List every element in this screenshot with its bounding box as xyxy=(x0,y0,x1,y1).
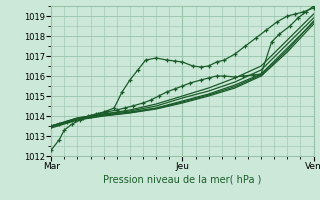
X-axis label: Pression niveau de la mer( hPa ): Pression niveau de la mer( hPa ) xyxy=(103,174,261,184)
